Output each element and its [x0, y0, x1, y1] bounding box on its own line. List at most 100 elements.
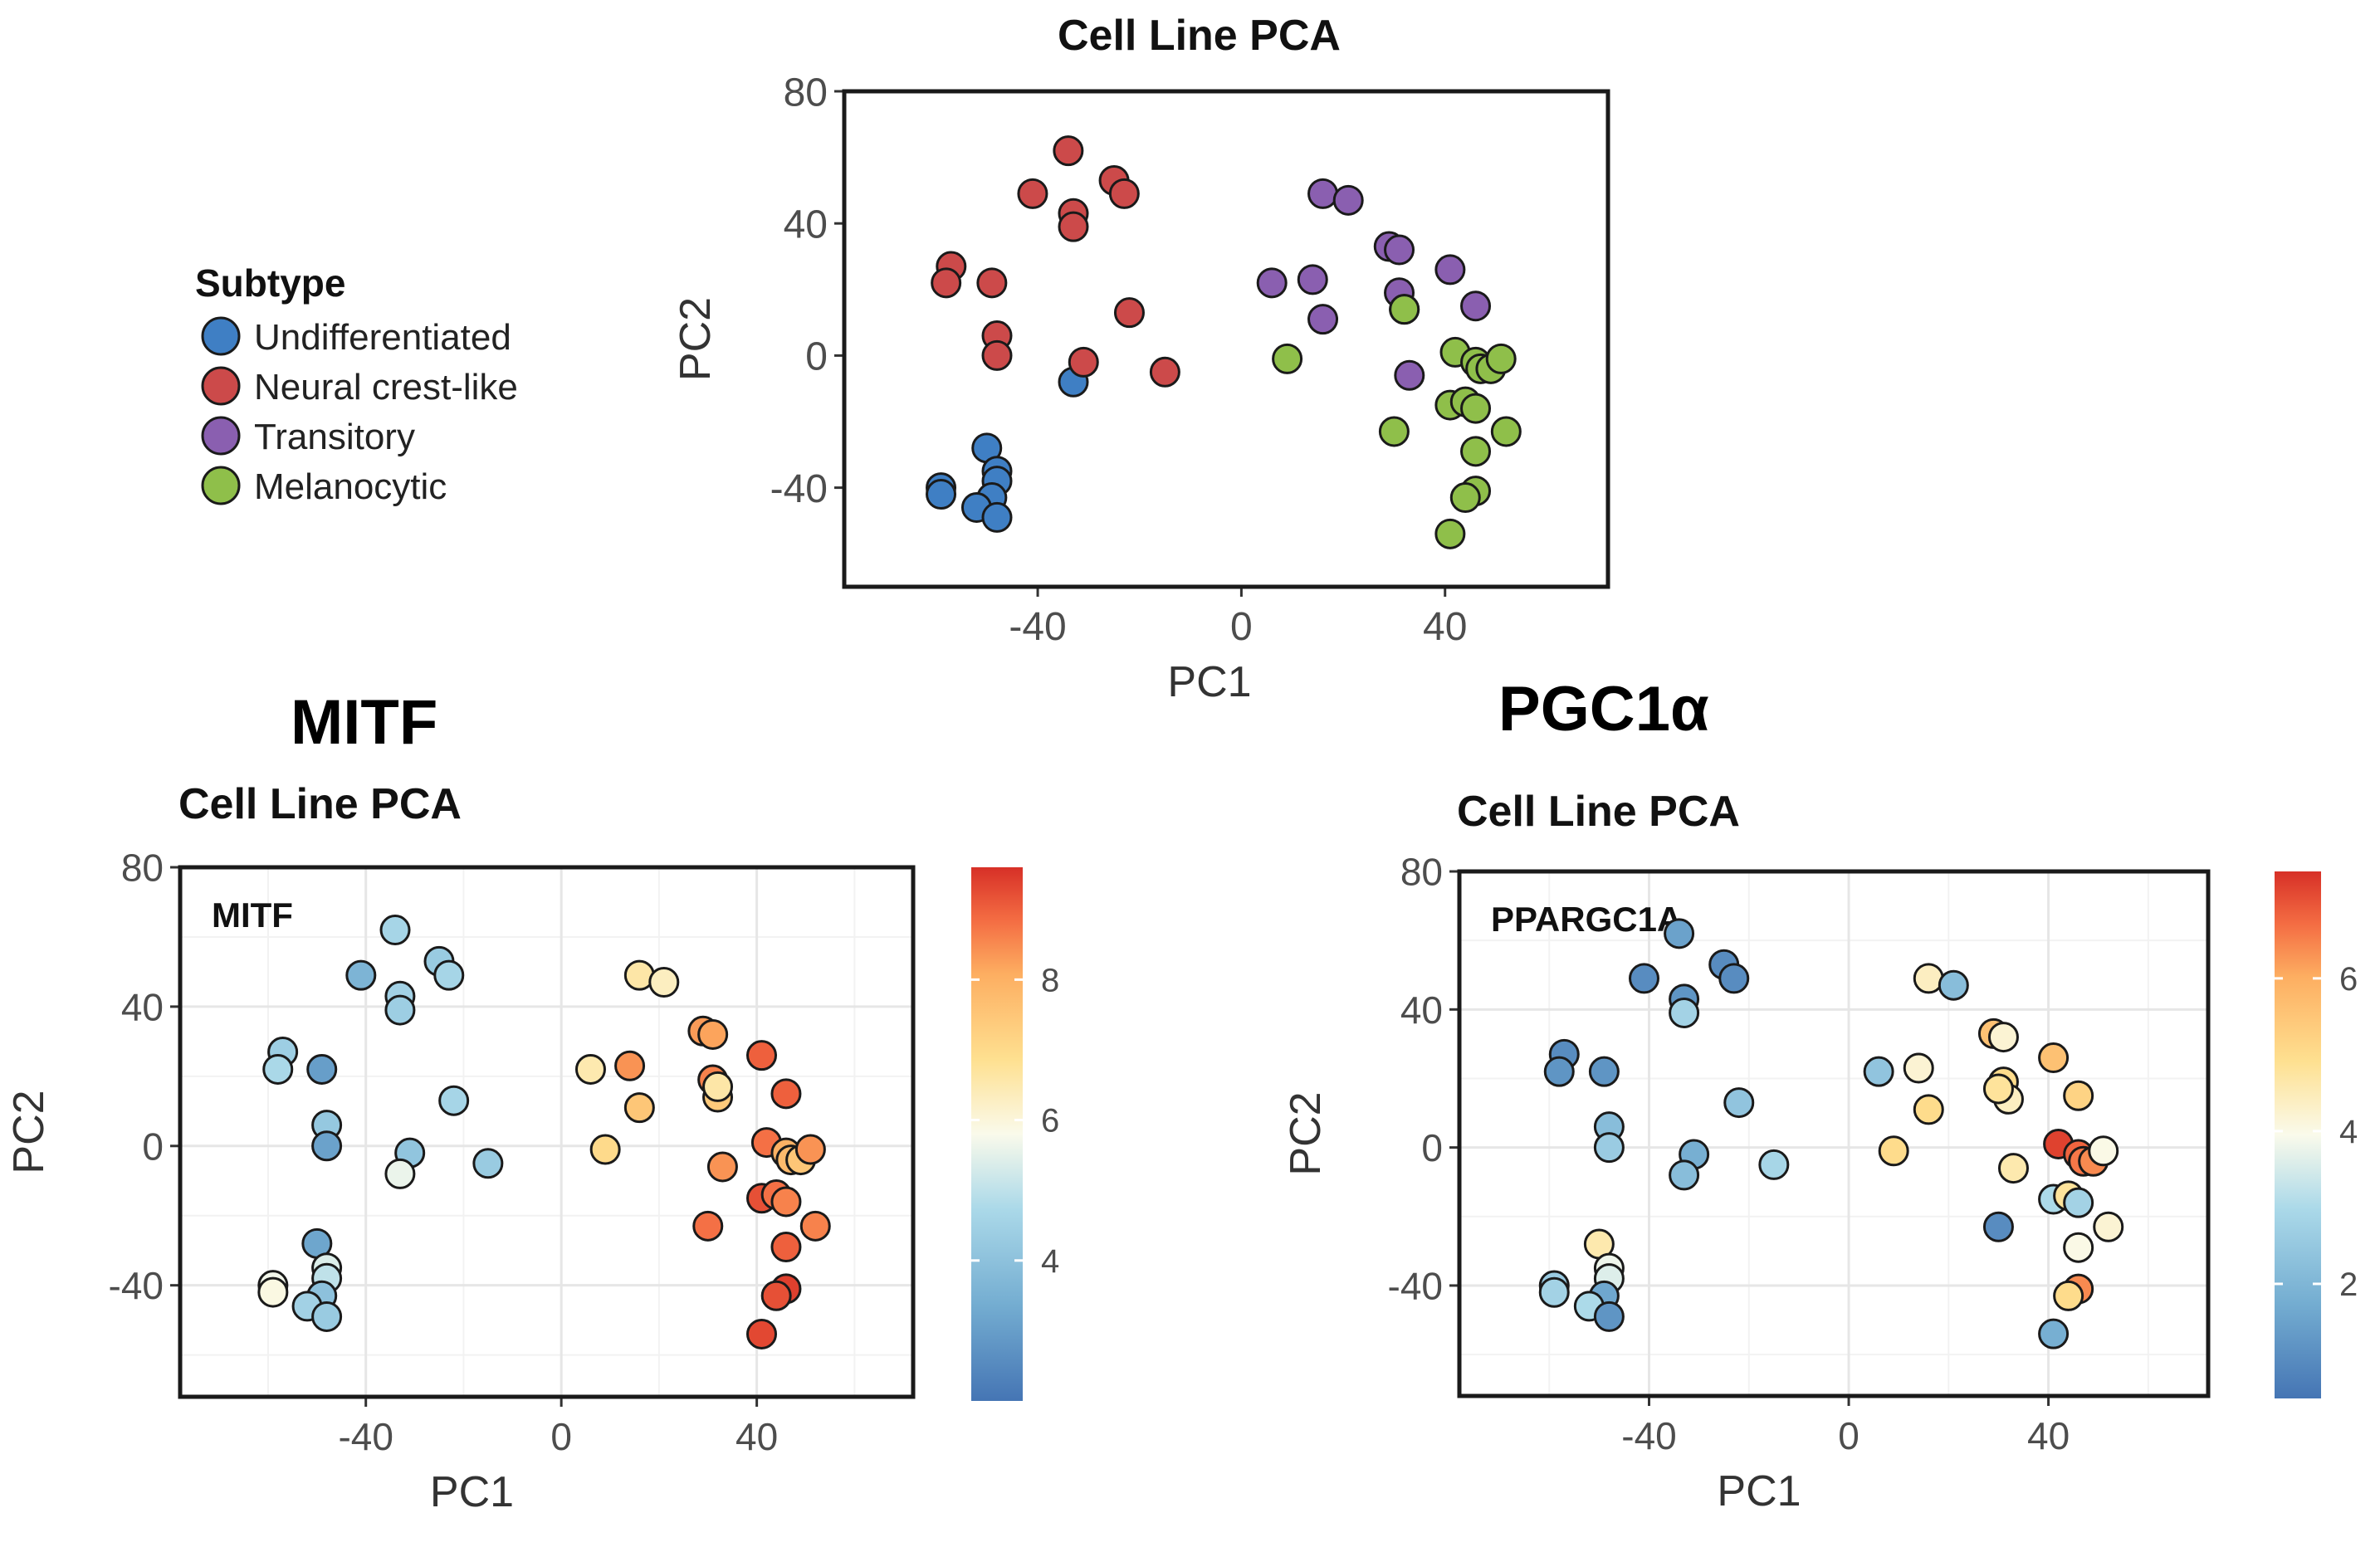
y-axis-label: PC2 — [5, 1090, 53, 1174]
legend-label: Undifferentiated — [254, 317, 511, 358]
data-point — [1987, 1022, 2019, 1053]
y-tick-label: 80 — [1400, 851, 1443, 894]
y-tick-label: 40 — [121, 985, 164, 1028]
data-point — [1543, 1056, 1575, 1087]
data-point — [311, 1130, 343, 1162]
data-point — [1723, 1087, 1755, 1119]
data-point — [1593, 1301, 1625, 1332]
data-point — [1434, 518, 1466, 549]
data-point — [2063, 1080, 2094, 1111]
data-point — [1256, 267, 1288, 299]
data-point — [770, 1186, 802, 1218]
chart-title: Cell Line PCA — [178, 780, 462, 828]
colorbar-tick-label: 6 — [1041, 1103, 1059, 1140]
data-point — [262, 1053, 294, 1085]
data-point — [623, 1092, 655, 1124]
subtype-pca-panel: Cell Line PCA -40 0 40 -40 0 40 80 PC1 PC2 — [672, 12, 1610, 706]
chart-title: Cell Line PCA — [1058, 12, 1341, 60]
data-point — [2063, 1232, 2094, 1263]
data-point — [574, 1053, 606, 1085]
y-tick-label: 40 — [784, 203, 828, 246]
pgc1a-heading: PGC1α — [1498, 674, 1709, 744]
colorbar-tick-label: 6 — [2339, 961, 2358, 998]
data-point — [1332, 184, 1364, 216]
x-tick-label: -40 — [1009, 605, 1066, 649]
gene-inset-label: MITF — [212, 896, 293, 935]
data-point — [1394, 359, 1425, 391]
y-tick-label: 40 — [1400, 988, 1443, 1032]
pgc1a-pca-panel: Cell Line PCA -40 0 40 -40 0 40 80 PC1 PC2 PPARGC1… — [1282, 788, 2358, 1515]
data-point — [306, 1053, 338, 1085]
subtype-legend: Subtype Undifferentiated Neural crest-lik… — [195, 261, 518, 507]
data-point — [2093, 1211, 2124, 1242]
data-point — [746, 1318, 778, 1349]
colorbar-tick-label: 4 — [2339, 1114, 2358, 1150]
data-point — [1982, 1211, 2014, 1242]
data-point — [345, 959, 377, 991]
legend-swatch — [201, 316, 241, 356]
legend-label: Neural crest-like — [254, 367, 518, 407]
data-point — [1068, 346, 1099, 378]
data-point — [1878, 1135, 1909, 1167]
data-point — [1938, 969, 1969, 1001]
data-point — [976, 267, 1008, 299]
plot-frame — [178, 865, 916, 1399]
data-point — [926, 479, 957, 510]
data-point — [1307, 178, 1339, 209]
colorbar-tick-label: 4 — [1041, 1243, 1059, 1280]
legend-swatch — [201, 416, 241, 456]
mitf-heading: MITF — [291, 687, 437, 758]
data-point — [1272, 343, 1303, 374]
data-point — [1378, 416, 1410, 447]
x-tick-label: 0 — [1838, 1414, 1860, 1457]
data-point — [2063, 1187, 2094, 1218]
data-point — [760, 1280, 792, 1311]
data-point — [1053, 135, 1084, 167]
data-point — [1669, 997, 1700, 1028]
data-point — [1718, 963, 1750, 994]
colorbar-tick-label: 8 — [1041, 962, 1059, 998]
data-point — [1863, 1056, 1894, 1087]
data-point — [1997, 1153, 2029, 1184]
data-point — [384, 994, 416, 1026]
y-tick-label: -40 — [109, 1264, 164, 1307]
data-point — [1913, 1094, 1944, 1125]
y-tick-label: 80 — [121, 847, 164, 890]
legend-swatch — [201, 466, 241, 505]
gene-inset-label: PPARGC1A — [1491, 900, 1682, 939]
data-point — [770, 1232, 802, 1263]
x-tick-label: 0 — [550, 1415, 572, 1458]
data-point — [981, 501, 1013, 533]
colorbar — [2275, 871, 2321, 1398]
data-point — [1307, 304, 1339, 335]
data-point — [1664, 918, 1695, 949]
data-point — [1593, 1132, 1625, 1164]
data-point — [2088, 1135, 2119, 1167]
data-point — [1485, 343, 1517, 374]
data-point — [702, 1071, 734, 1102]
x-tick-label: 40 — [2027, 1414, 2070, 1457]
y-tick-label: 0 — [142, 1125, 164, 1168]
data-point — [1384, 234, 1415, 266]
x-tick-label: 40 — [1423, 605, 1467, 649]
data-point — [311, 1301, 343, 1332]
y-tick-label: 80 — [784, 71, 828, 115]
data-point — [697, 1018, 729, 1050]
data-point — [1434, 254, 1466, 285]
x-axis-label: PC1 — [430, 1468, 514, 1516]
x-tick-label: -40 — [338, 1415, 393, 1458]
x-axis-label: PC1 — [1717, 1467, 1801, 1515]
data-point — [1490, 416, 1522, 447]
colorbar — [971, 867, 1023, 1401]
data-point — [1449, 482, 1481, 514]
data-point — [1903, 1052, 1934, 1084]
legend-label: Melanocytic — [254, 466, 447, 507]
y-tick-label: -40 — [770, 467, 828, 511]
data-point — [472, 1148, 504, 1179]
data-point — [794, 1134, 826, 1165]
data-point — [1113, 297, 1145, 329]
data-point — [1460, 290, 1492, 322]
data-point — [1460, 393, 1492, 424]
legend-title: Subtype — [195, 261, 345, 305]
data-point — [648, 967, 680, 998]
